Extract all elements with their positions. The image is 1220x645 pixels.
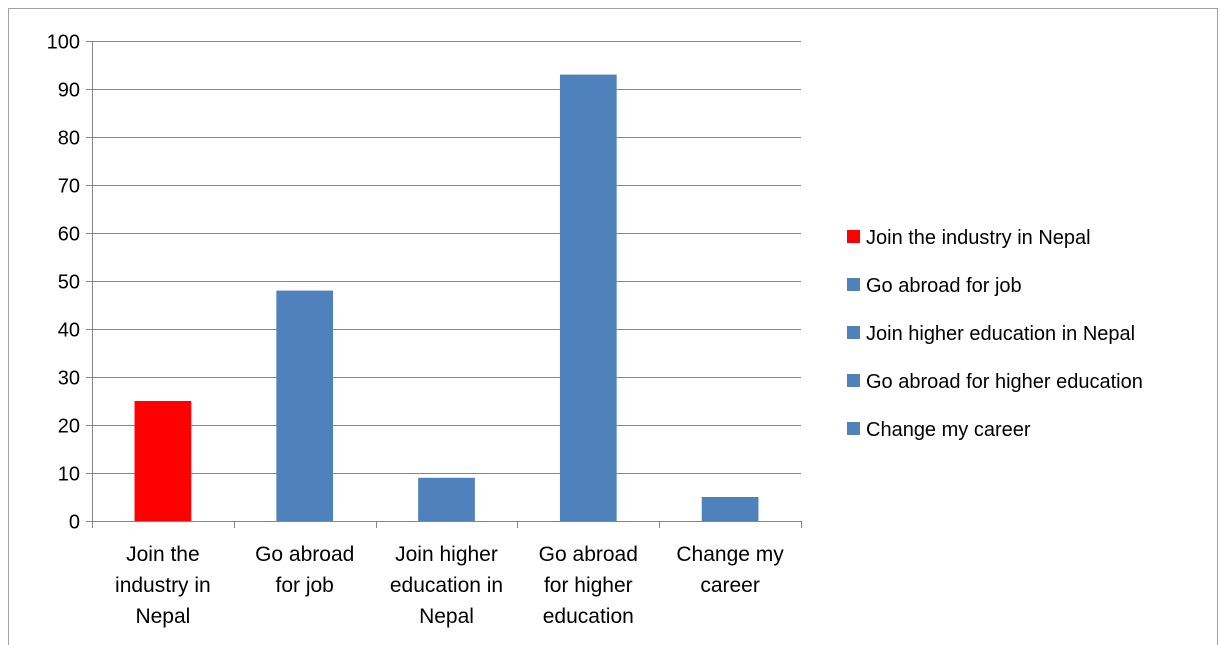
legend-swatch xyxy=(847,374,860,387)
x-tick-label-line: education xyxy=(543,605,634,628)
x-tick-label-line: Join the xyxy=(126,543,200,566)
y-tick-label: 50 xyxy=(58,272,80,294)
x-tick-label-line: for higher xyxy=(544,574,633,597)
bar xyxy=(418,477,475,521)
y-tick-label: 20 xyxy=(58,416,80,438)
y-tick-label: 40 xyxy=(58,320,80,342)
chart-frame xyxy=(8,8,1218,645)
legend: Join the industry in Nepal Go abroad for … xyxy=(847,227,1143,441)
bar xyxy=(276,290,334,521)
x-tick-label: Join higher education in Nepal xyxy=(390,543,503,628)
y-tick-label: 70 xyxy=(58,176,80,198)
legend-swatch xyxy=(847,278,860,291)
x-tick-label-line: for job xyxy=(276,574,334,597)
legend-label: Change my career xyxy=(866,419,1031,441)
y-tick-labels: 0 10 20 30 40 50 60 70 80 90 100 xyxy=(47,32,80,534)
legend-swatch xyxy=(847,422,860,435)
x-tick-label-line: Nepal xyxy=(135,605,190,628)
x-tick-label-line: Go abroad xyxy=(255,543,354,566)
y-tick-label: 80 xyxy=(58,128,80,150)
x-tick-label-line: Join higher xyxy=(395,543,498,566)
legend-label: Join the industry in Nepal xyxy=(866,227,1091,249)
x-tick-label: Go abroad for job xyxy=(255,543,354,597)
y-tick-label: 30 xyxy=(58,368,80,390)
legend-swatch xyxy=(847,326,860,339)
y-tick-label: 10 xyxy=(58,464,80,486)
bar xyxy=(134,401,192,521)
legend-swatch xyxy=(847,230,860,243)
gridlines xyxy=(92,41,801,474)
legend-label: Go abroad for higher education xyxy=(866,371,1143,393)
y-tick-label: 0 xyxy=(69,512,80,534)
y-tick-label: 60 xyxy=(58,224,80,246)
y-tick-label: 100 xyxy=(47,32,80,54)
x-tick-label-line: Go abroad xyxy=(539,543,638,566)
bar xyxy=(559,74,617,521)
bar xyxy=(701,497,759,521)
axes xyxy=(86,41,802,528)
x-tick-label-line: career xyxy=(700,574,760,597)
x-tick-label-line: industry in xyxy=(115,574,211,597)
x-tick-label: Join the industry in Nepal xyxy=(115,543,211,628)
x-tick-label-line: Nepal xyxy=(419,605,474,628)
x-tick-label: Go abroad for higher education xyxy=(539,543,638,628)
bars xyxy=(134,74,759,521)
y-tick-label: 90 xyxy=(58,80,80,102)
legend-label: Go abroad for job xyxy=(866,275,1022,297)
x-tick-label-line: education in xyxy=(390,574,503,597)
x-tick-label: Change my career xyxy=(676,543,784,597)
legend-label: Join higher education in Nepal xyxy=(866,323,1135,345)
x-tick-labels: Join the industry in Nepal Go abroad for job… xyxy=(115,543,784,628)
x-tick-label-line: Change my xyxy=(676,543,784,566)
